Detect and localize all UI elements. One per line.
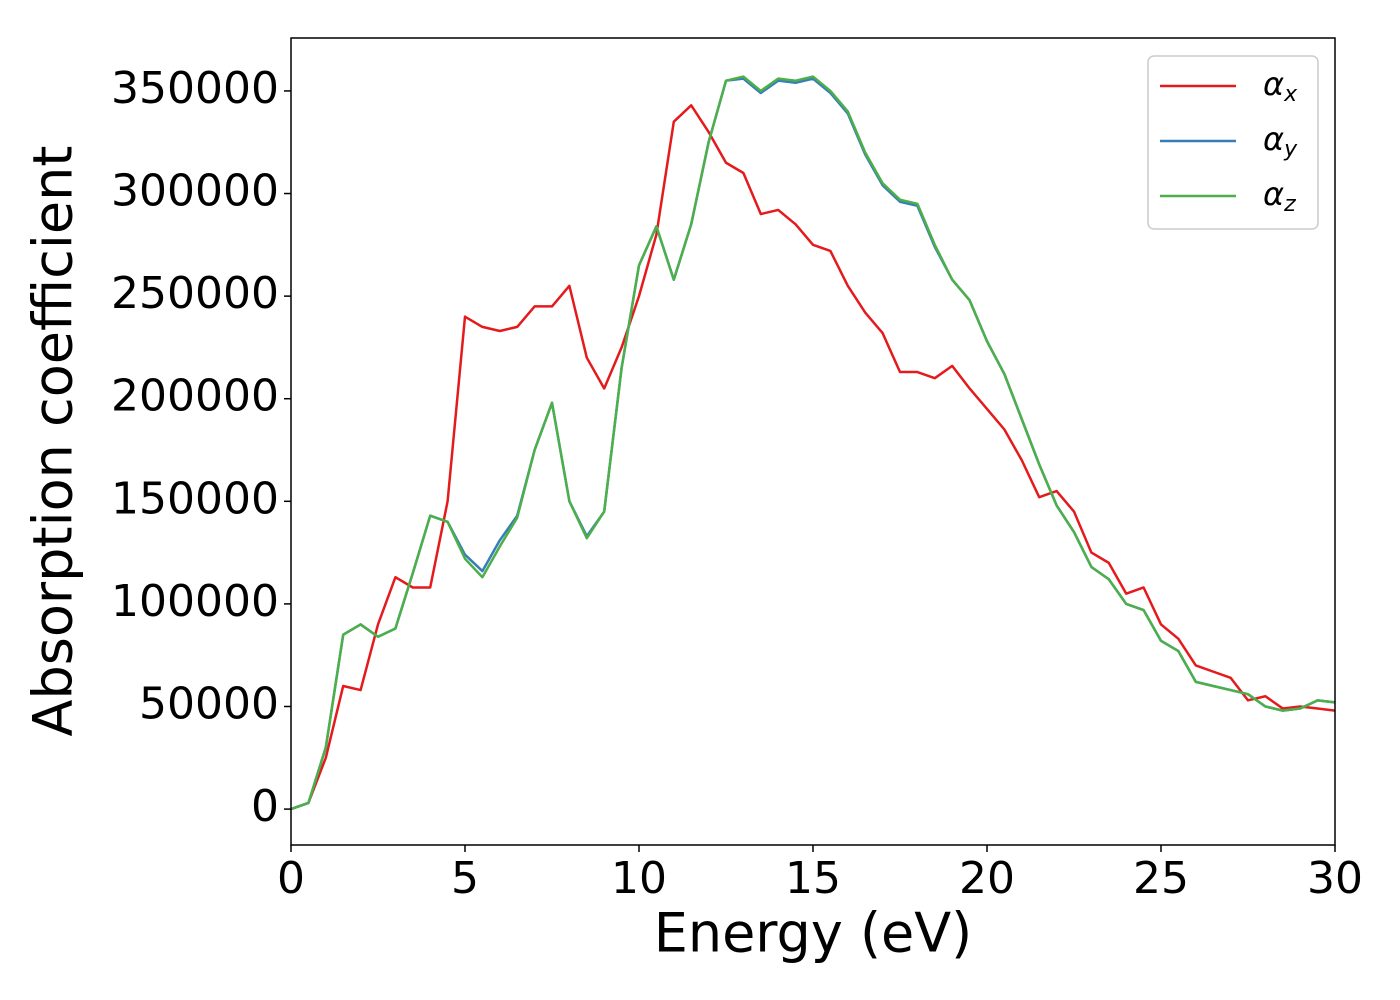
y-tick-label: 300000	[111, 166, 279, 217]
legend-label: αy	[1263, 120, 1298, 162]
plot-lines	[291, 75, 1335, 811]
data-line	[291, 104, 1335, 811]
legend-label: αz	[1263, 175, 1296, 217]
y-tick-label: 350000	[111, 63, 279, 114]
legend-box	[1147, 55, 1319, 230]
y-axis-label: Absorption coefficient	[22, 146, 85, 737]
x-tick-label: 5	[451, 853, 479, 904]
x-tick-label: 20	[959, 853, 1015, 904]
x-tick-label: 30	[1307, 853, 1363, 904]
y-tick-label: 100000	[111, 576, 279, 627]
y-tick-label: 250000	[111, 268, 279, 319]
y-tick-label: 200000	[111, 371, 279, 422]
x-tick-label: 0	[277, 853, 305, 904]
y-tick-label: 50000	[139, 678, 279, 729]
data-line	[291, 75, 1335, 811]
x-axis-label: Energy (eV)	[654, 902, 973, 965]
x-tick-label: 10	[611, 853, 667, 904]
x-tick-label: 25	[1133, 853, 1189, 904]
y-tick-label: 150000	[111, 473, 279, 524]
y-tick-label: 0	[251, 781, 279, 832]
axes-frame	[290, 37, 1336, 846]
legend-label: αx	[1263, 65, 1298, 107]
x-tick-label: 15	[785, 853, 841, 904]
